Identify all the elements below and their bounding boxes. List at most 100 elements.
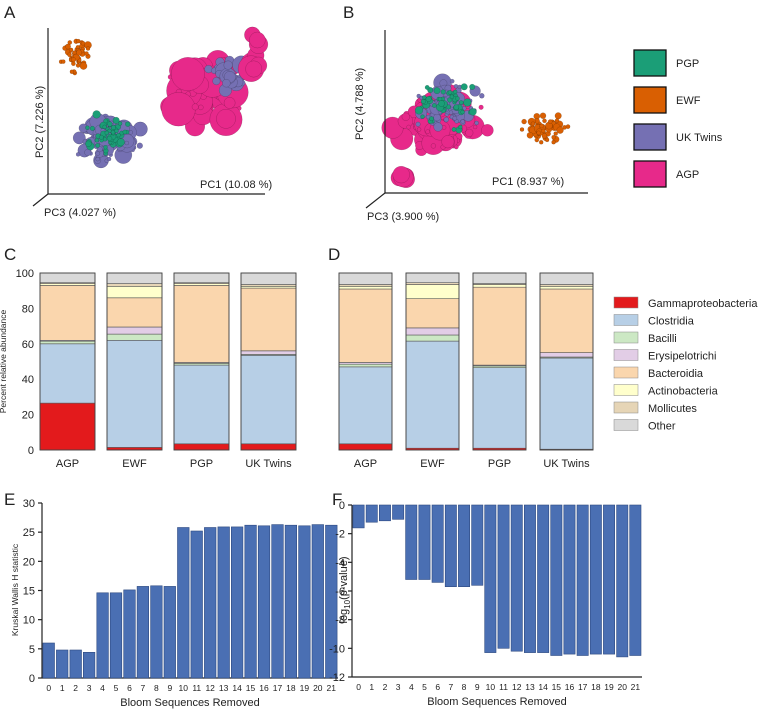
pcoa-point <box>541 133 548 139</box>
pcoa-point <box>72 131 86 145</box>
bar <box>217 526 230 679</box>
x-tick-label: 16 <box>565 682 575 692</box>
stacked-bar-segment <box>539 285 594 290</box>
x-tick-label: 9 <box>475 682 480 692</box>
pcoa-a-points <box>58 26 269 169</box>
stacked-bar-segment <box>240 287 297 352</box>
pcoa-point <box>521 118 527 125</box>
pcoa-point <box>80 41 86 46</box>
y-tick-label: 0 <box>339 500 345 512</box>
pcoa-point <box>460 109 465 115</box>
stacked-bar-segment <box>338 272 393 285</box>
c-ylabel: Percent relative abundance <box>0 309 8 413</box>
x-tick-label: 1 <box>369 682 374 692</box>
bar <box>271 524 284 679</box>
pcoa-point <box>479 93 485 99</box>
pcoa-point <box>453 144 459 150</box>
bar <box>204 527 217 679</box>
pcoa-b-pc3-axis <box>365 192 386 209</box>
y-tick-label: 20 <box>22 410 34 422</box>
bar <box>418 504 431 580</box>
pcoa-point <box>526 131 534 139</box>
pcoa-point <box>117 121 123 126</box>
bar <box>510 504 523 652</box>
pcoa-point <box>223 97 236 109</box>
taxa-legend-label: Bacilli <box>648 333 677 345</box>
bar <box>563 504 576 655</box>
bar <box>352 504 365 529</box>
stacked-bar-segment <box>338 366 393 445</box>
stacked-bar-segment <box>106 326 163 335</box>
stacked-bar-outline <box>539 272 594 451</box>
bar <box>444 504 457 587</box>
pcoa-point <box>422 95 427 100</box>
pcoa-point <box>191 103 199 111</box>
taxa-legend-label: Other <box>648 421 676 433</box>
bar <box>471 504 484 586</box>
x-tick-label: 13 <box>219 683 229 693</box>
x-tick-label: 10 <box>486 682 496 692</box>
bar <box>257 525 271 679</box>
bar <box>109 592 123 679</box>
pcoa-point <box>460 119 465 124</box>
bar <box>42 642 55 679</box>
taxa-legend-label: Mollicutes <box>648 403 697 415</box>
x-tick-label: 13 <box>525 682 535 692</box>
y-tick-label: -6 <box>335 586 345 598</box>
stacked-bar-segment <box>472 284 527 288</box>
stacked-bar-segment <box>106 283 163 287</box>
category-label: AGP <box>354 458 377 470</box>
stacked-bar-segment <box>173 364 230 445</box>
pcoa-point <box>103 145 108 150</box>
pcoa-point <box>75 49 83 56</box>
bar <box>136 586 150 679</box>
stacked-bar-segment <box>338 288 393 363</box>
pcoa-point <box>425 96 432 102</box>
group-legend-swatch <box>633 123 667 151</box>
x-tick-label: 11 <box>499 682 508 692</box>
pcoa-point <box>544 137 550 143</box>
category-label: AGP <box>56 458 79 470</box>
x-axis-label: Bloom Sequences Removed <box>427 696 566 708</box>
stacked-bar-segment <box>539 272 594 285</box>
pcoa-point <box>451 127 457 132</box>
pcoa-point <box>161 92 196 127</box>
pcoa-point <box>124 140 130 146</box>
pcoa-point <box>424 84 430 90</box>
bar <box>537 504 550 653</box>
group-legend-swatch <box>633 49 667 77</box>
stacked-bar-segment <box>39 343 96 404</box>
x-tick-label: 0 <box>46 683 51 693</box>
x-tick-label: 15 <box>246 683 256 693</box>
x-tick-label: 3 <box>87 683 92 693</box>
y-tick-label: -8 <box>335 615 345 627</box>
category-label: UK Twins <box>543 458 590 470</box>
pcoa-point <box>75 63 81 68</box>
y-tick-label: -10 <box>329 643 345 655</box>
pcoa-point <box>216 108 236 129</box>
panel-letter-a: A <box>4 3 16 22</box>
bar <box>325 524 338 679</box>
stacked-bar-segment <box>405 340 460 449</box>
pcoa-point <box>401 112 410 121</box>
stacked-bar-segment <box>539 352 594 358</box>
pcoa-point <box>85 46 91 51</box>
bar <box>163 586 176 679</box>
pcoa-panel-b: PC1 (8.937 %) PC2 (4.788 %) PC3 (3.900 %… <box>354 30 588 223</box>
group-legend-label: PGP <box>676 58 699 70</box>
stacked-bar-outline <box>106 272 163 451</box>
pcoa-a-pc1-label: PC1 (10.08 %) <box>200 179 272 191</box>
group-legend-label: UK Twins <box>676 132 723 144</box>
pcoa-point <box>106 156 112 162</box>
stacked-bar-segment <box>39 340 96 345</box>
taxa-legend-swatch <box>613 419 639 431</box>
stacked-bar-chart-c: Percent relative abundance 0 20 40 60 80 100 AG… <box>0 268 297 470</box>
y-tick-label: 60 <box>22 339 34 351</box>
taxa-legend-label: Actinobacteria <box>648 386 719 398</box>
x-tick-label: 2 <box>73 683 78 693</box>
pcoa-a-pc3-label: PC3 (4.027 %) <box>44 207 116 219</box>
pcoa-a-pc2-label: PC2 (7.226 %) <box>34 86 46 158</box>
bar <box>497 504 510 649</box>
pcoa-point <box>425 114 431 120</box>
pcoa-point <box>95 151 101 156</box>
